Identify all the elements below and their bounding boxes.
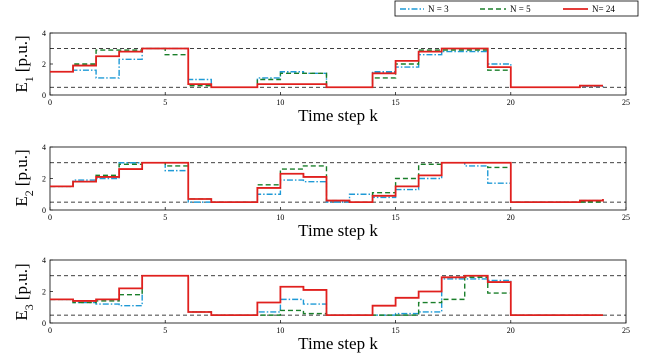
panel-e2: 0 5 10 15 20 25 024 Time step k E2[p.u.]	[12, 143, 630, 240]
x-tick-label: 10	[276, 326, 284, 335]
x-tick-label: 20	[507, 98, 515, 107]
x-axis-label: Time step k	[298, 334, 378, 353]
panel-e1: 0 5 10 15 20 25 0 2 4 Time step k E1 [p.u.]	[12, 29, 630, 125]
y-tick-label: 4	[42, 256, 46, 265]
y-axis-label-unit: [p.u.]	[12, 149, 31, 186]
y-ticks: 0 2 4	[42, 29, 53, 100]
y-axis-label-sub: 3	[22, 304, 36, 310]
y-tick-label: 0	[42, 91, 46, 100]
series-line	[50, 274, 603, 317]
x-ticks: 0 5 10 15 20 25	[48, 320, 630, 335]
y-axis-label-main: E	[12, 310, 31, 320]
plot-frame	[49, 146, 627, 211]
x-tick-label: 10	[276, 213, 284, 222]
y-tick-label: 2	[42, 288, 46, 297]
x-tick-label: 25	[622, 98, 630, 107]
x-ticks: 0 5 10 15 20 25	[48, 207, 630, 222]
y-axis-label-unit: [p.u.]	[12, 263, 31, 300]
y-axis-label-unit: [p.u.]	[12, 35, 31, 72]
x-tick-label: 5	[163, 213, 167, 222]
x-axis-label: Time step k	[298, 221, 378, 240]
legend-label-n3: N = 3	[428, 4, 449, 14]
x-tick-label: 25	[622, 326, 630, 335]
y-tick-label: 4	[42, 143, 46, 152]
y-tick-label: 2	[42, 60, 46, 69]
y-axis-label: E2 [p.u.]	[12, 149, 36, 206]
y-tick-label: 4	[42, 29, 46, 38]
y-axis-label-sub: 1	[22, 76, 36, 82]
legend: N = 3 N = 5 N= 24	[394, 0, 639, 17]
series-line	[50, 161, 604, 204]
x-tick-label: 10	[276, 98, 284, 107]
series-line	[50, 47, 603, 89]
y-tick-label: 0	[42, 206, 46, 215]
y-axis-label-main: E	[12, 82, 31, 92]
legend-label-n24: N= 24	[592, 4, 615, 14]
series-group	[50, 161, 604, 204]
x-tick-label: 25	[622, 213, 630, 222]
y-ticks: 0 2 4	[42, 256, 53, 328]
x-tick-label: 20	[507, 326, 515, 335]
x-tick-label: 15	[392, 213, 400, 222]
y-axis-label-sub: 2	[22, 190, 36, 196]
series-group	[50, 274, 603, 317]
x-tick-label: 20	[507, 213, 515, 222]
y-axis-label: E1 [p.u.]	[12, 35, 36, 92]
x-tick-label: 0	[48, 213, 52, 222]
y-axis-label-main: E	[12, 196, 31, 206]
x-tick-label: 15	[392, 326, 400, 335]
panel-e3: 0 5 10 15 20 25 0 2 4 Time step k E3 [p.u.]	[12, 256, 630, 353]
legend-label-n5: N = 5	[510, 4, 531, 14]
x-tick-label: 0	[48, 98, 52, 107]
y-tick-label: 2	[42, 175, 46, 184]
plot-frame	[49, 32, 627, 96]
x-tick-label: 0	[48, 326, 52, 335]
y-ticks: 0 2 4	[42, 143, 53, 215]
x-tick-label: 5	[163, 326, 167, 335]
x-axis-label: Time step k	[298, 106, 378, 125]
y-axis-label: E3 [p.u.]	[12, 263, 36, 320]
x-tick-label: 15	[392, 98, 400, 107]
x-tick-label: 5	[163, 98, 167, 107]
series-group	[50, 47, 604, 89]
legend-box	[394, 0, 639, 17]
series-line	[50, 275, 603, 316]
series-line	[50, 275, 603, 316]
plot-frame	[49, 259, 627, 324]
x-ticks: 0 5 10 15 20 25	[48, 92, 630, 107]
y-tick-label: 0	[42, 319, 46, 328]
